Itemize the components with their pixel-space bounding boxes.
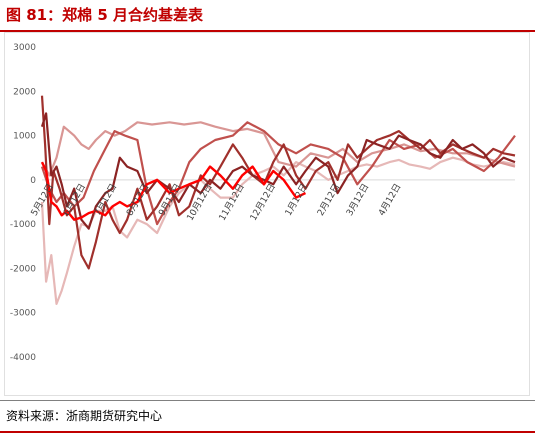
x-tick-label: 10月12日 bbox=[185, 182, 215, 223]
y-tick-label: 3000 bbox=[13, 43, 36, 53]
y-tick-label: -4000 bbox=[10, 353, 36, 363]
x-tick-label: 3月12日 bbox=[344, 182, 371, 218]
y-tick-label: 0 bbox=[30, 176, 36, 186]
chart-frame bbox=[4, 32, 530, 396]
y-tick-label: 2000 bbox=[13, 87, 36, 97]
y-tick-label: -3000 bbox=[10, 309, 36, 319]
y-tick-label: -1000 bbox=[10, 220, 36, 230]
y-tick-label: -2000 bbox=[10, 264, 36, 274]
series-line-2 bbox=[41, 121, 516, 177]
series-line-6 bbox=[40, 161, 307, 221]
x-tick-label: 12月12日 bbox=[248, 182, 278, 223]
x-tick-label: 1月12日 bbox=[283, 182, 310, 218]
figure-title: 图 81：郑棉 5 月合约基差表 bbox=[6, 6, 203, 24]
source-bar: 资料来源：浙商期货研究中心 bbox=[0, 400, 535, 433]
figure-title-bar: 图 81：郑棉 5 月合约基差表 bbox=[0, 0, 535, 32]
x-tick-label: 8月12日 bbox=[124, 182, 151, 218]
x-tick-label: 4月12日 bbox=[376, 182, 403, 218]
series-line-5 bbox=[40, 112, 516, 230]
source-note: 资料来源：浙商期货研究中心 bbox=[6, 409, 163, 423]
y-tick-label: 1000 bbox=[13, 132, 36, 142]
x-tick-label: 2月12日 bbox=[315, 182, 342, 218]
